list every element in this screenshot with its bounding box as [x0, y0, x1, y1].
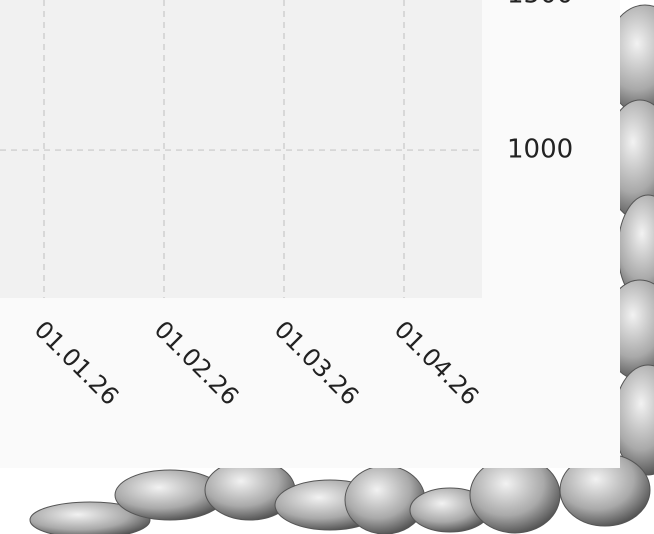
y-tick-label: 1500 — [507, 0, 573, 10]
chart: 1000150001.12.2501.01.2601.02.2601.03.26… — [0, 0, 654, 534]
plot-area — [0, 0, 482, 298]
y-tick-label: 1000 — [507, 135, 573, 165]
page: 1000150001.12.2501.01.2601.02.2601.03.26… — [0, 0, 654, 534]
